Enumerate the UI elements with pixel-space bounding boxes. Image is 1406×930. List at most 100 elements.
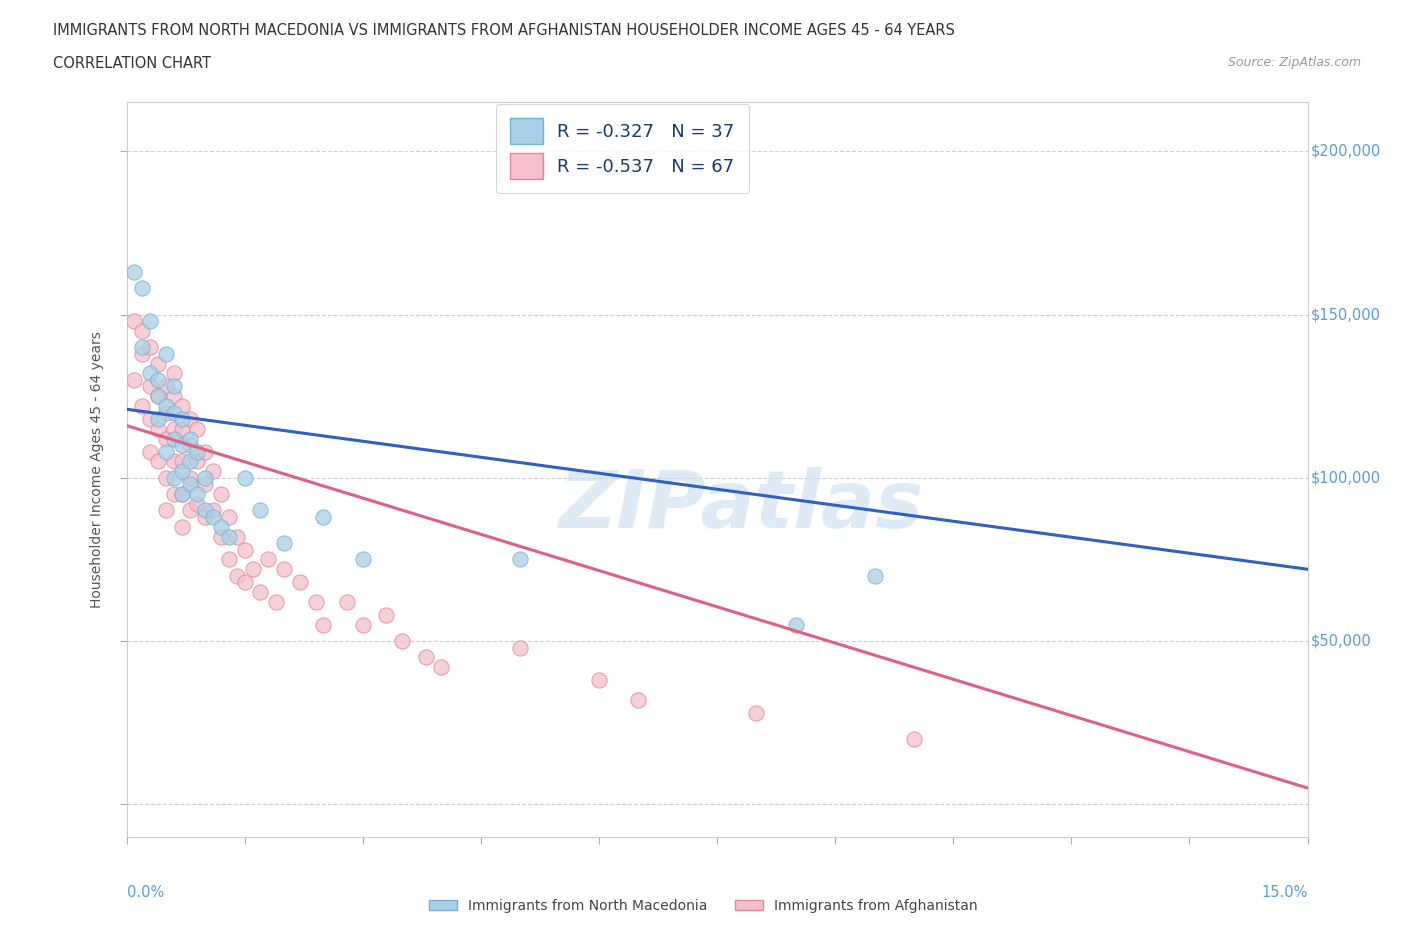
Point (146, 389, 169, 404)
Text: ZIPatlas: ZIPatlas (558, 468, 924, 545)
Point (139, 412, 162, 427)
Point (179, 477, 201, 492)
Point (155, 445, 177, 459)
Point (170, 399, 193, 414)
Point (430, 659, 453, 674)
Text: $50,000: $50,000 (1312, 633, 1372, 648)
Y-axis label: Householder Income Ages 45 - 64 years: Householder Income Ages 45 - 64 years (90, 331, 104, 608)
Point (170, 454, 193, 469)
Text: $100,000: $100,000 (1312, 471, 1381, 485)
Point (179, 438, 201, 453)
Point (209, 486, 232, 501)
Point (202, 464, 225, 479)
Point (139, 445, 162, 459)
Point (186, 454, 208, 469)
Point (170, 486, 193, 501)
Point (249, 585, 271, 600)
Point (257, 552, 280, 567)
Point (209, 529, 232, 544)
Point (179, 503, 201, 518)
Point (745, 706, 768, 721)
Point (139, 339, 162, 354)
Point (146, 412, 169, 427)
Point (186, 445, 208, 459)
Point (155, 399, 177, 414)
Point (179, 412, 201, 427)
Point (903, 732, 925, 747)
Point (242, 562, 264, 577)
Point (163, 379, 186, 393)
Point (194, 477, 217, 492)
Point (375, 607, 398, 622)
Point (163, 389, 186, 404)
Point (155, 405, 177, 420)
Point (163, 486, 186, 501)
Legend: R = -0.327   N = 37, R = -0.537   N = 67: R = -0.327 N = 37, R = -0.537 N = 67 (496, 104, 749, 193)
Point (139, 313, 162, 328)
Point (273, 536, 295, 551)
Point (124, 313, 146, 328)
Point (233, 575, 256, 590)
Point (155, 471, 177, 485)
Point (146, 389, 169, 404)
Point (163, 454, 186, 469)
Point (170, 486, 193, 501)
Point (352, 618, 374, 632)
Point (509, 640, 531, 655)
Point (186, 497, 208, 512)
Point (264, 594, 287, 609)
Point (131, 324, 153, 339)
Point (170, 464, 193, 479)
Point (415, 650, 437, 665)
Point (124, 265, 146, 280)
Point (139, 379, 162, 393)
Point (163, 365, 186, 380)
Point (146, 372, 169, 387)
Point (170, 438, 193, 453)
Point (785, 618, 807, 632)
Point (170, 412, 193, 427)
Point (163, 432, 186, 446)
Point (131, 339, 153, 354)
Point (588, 672, 610, 687)
Point (218, 510, 240, 525)
Point (391, 633, 413, 648)
Point (179, 471, 201, 485)
Point (155, 346, 177, 361)
Point (146, 454, 169, 469)
Point (509, 552, 531, 567)
Point (163, 421, 186, 436)
Point (202, 510, 225, 525)
Point (131, 346, 153, 361)
Point (225, 529, 247, 544)
Point (131, 281, 153, 296)
Point (352, 552, 374, 567)
Point (194, 471, 217, 485)
Point (233, 471, 256, 485)
Point (194, 503, 217, 518)
Legend: Immigrants from North Macedonia, Immigrants from Afghanistan: Immigrants from North Macedonia, Immigra… (423, 894, 983, 919)
Point (304, 594, 326, 609)
Point (312, 510, 335, 525)
Point (170, 519, 193, 534)
Point (155, 503, 177, 518)
Point (209, 519, 232, 534)
Point (863, 568, 886, 583)
Point (218, 552, 240, 567)
Point (194, 445, 217, 459)
Point (163, 405, 186, 420)
Point (202, 503, 225, 518)
Text: CORRELATION CHART: CORRELATION CHART (53, 56, 211, 71)
Text: $150,000: $150,000 (1312, 307, 1381, 322)
Point (186, 421, 208, 436)
Point (139, 365, 162, 380)
Point (146, 421, 169, 436)
Point (249, 503, 271, 518)
Point (233, 542, 256, 557)
Point (170, 421, 193, 436)
Point (225, 568, 247, 583)
Point (218, 529, 240, 544)
Point (627, 693, 650, 708)
Point (312, 618, 335, 632)
Text: 0.0%: 0.0% (127, 884, 163, 899)
